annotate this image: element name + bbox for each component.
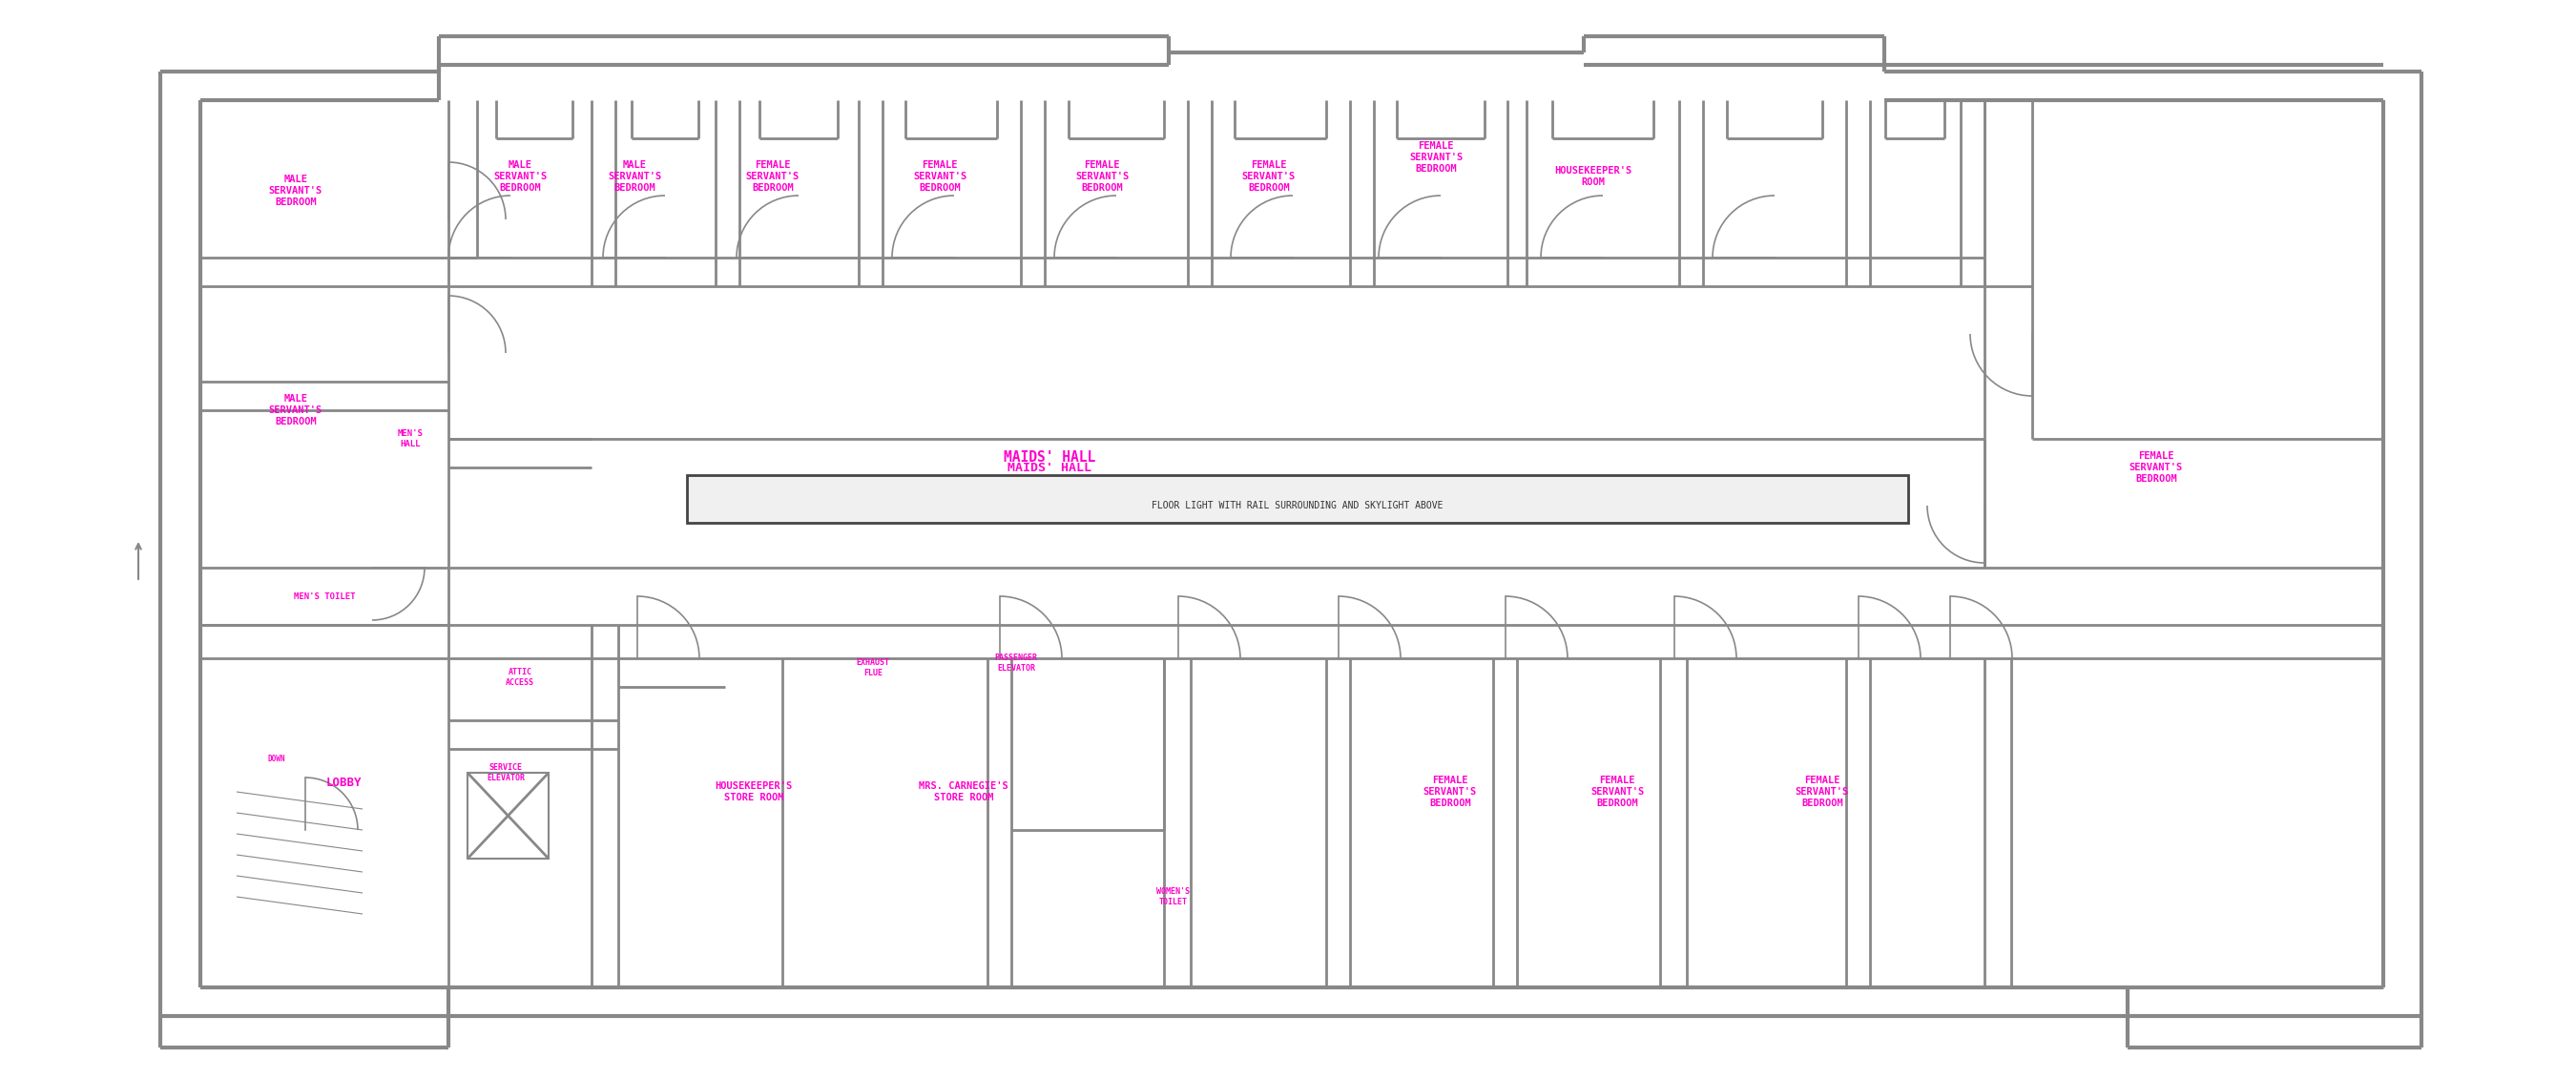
- Text: FEMALE
SERVANT'S
BEDROOM: FEMALE SERVANT'S BEDROOM: [1425, 776, 1476, 808]
- Text: MALE
SERVANT'S
BEDROOM: MALE SERVANT'S BEDROOM: [268, 395, 322, 426]
- Text: DOWN: DOWN: [268, 754, 286, 763]
- Text: FEMALE
SERVANT'S
BEDROOM: FEMALE SERVANT'S BEDROOM: [747, 161, 799, 192]
- Text: FEMALE
SERVANT'S
BEDROOM: FEMALE SERVANT'S BEDROOM: [1409, 141, 1463, 174]
- Text: FEMALE
SERVANT'S
BEDROOM: FEMALE SERVANT'S BEDROOM: [1074, 161, 1128, 192]
- Text: MEN'S
HALL: MEN'S HALL: [397, 429, 422, 448]
- Text: MEN'S TOILET: MEN'S TOILET: [294, 592, 355, 601]
- Text: FEMALE
SERVANT'S
BEDROOM: FEMALE SERVANT'S BEDROOM: [1242, 161, 1296, 192]
- Bar: [466, 773, 549, 859]
- Text: HOUSEKEEPER'S
STORE ROOM: HOUSEKEEPER'S STORE ROOM: [716, 781, 793, 802]
- Text: EXHAUST
FLUE: EXHAUST FLUE: [855, 658, 889, 677]
- Text: HOUSEKEEPER'S
ROOM: HOUSEKEEPER'S ROOM: [1553, 166, 1633, 187]
- Text: FEMALE
SERVANT'S
BEDROOM: FEMALE SERVANT'S BEDROOM: [912, 161, 966, 192]
- Bar: [688, 475, 1909, 523]
- Text: FLOOR LIGHT WITH RAIL SURROUNDING AND SKYLIGHT ABOVE: FLOOR LIGHT WITH RAIL SURROUNDING AND SK…: [1151, 501, 1443, 510]
- Text: PASSENGER
ELEVATOR: PASSENGER ELEVATOR: [994, 654, 1038, 672]
- Text: MALE
SERVANT'S
BEDROOM: MALE SERVANT'S BEDROOM: [268, 175, 322, 207]
- Text: MAIDS' HALL: MAIDS' HALL: [1005, 451, 1095, 465]
- Text: SERVICE
ELEVATOR: SERVICE ELEVATOR: [487, 764, 526, 782]
- Text: MALE
SERVANT'S
BEDROOM: MALE SERVANT'S BEDROOM: [492, 161, 546, 192]
- Text: MRS. CARNEGIE'S
STORE ROOM: MRS. CARNEGIE'S STORE ROOM: [920, 781, 1007, 802]
- Text: ATTIC
ACCESS: ATTIC ACCESS: [505, 668, 533, 686]
- Text: FEMALE
SERVANT'S
BEDROOM: FEMALE SERVANT'S BEDROOM: [1795, 776, 1850, 808]
- Text: MALE
SERVANT'S
BEDROOM: MALE SERVANT'S BEDROOM: [608, 161, 662, 192]
- Text: MAIDS' HALL: MAIDS' HALL: [1007, 461, 1092, 474]
- Text: FEMALE
SERVANT'S
BEDROOM: FEMALE SERVANT'S BEDROOM: [1589, 776, 1643, 808]
- Text: FEMALE
SERVANT'S
BEDROOM: FEMALE SERVANT'S BEDROOM: [2130, 452, 2182, 483]
- Text: LOBBY: LOBBY: [325, 776, 361, 789]
- Text: WOMEN'S
TOILET: WOMEN'S TOILET: [1157, 888, 1190, 906]
